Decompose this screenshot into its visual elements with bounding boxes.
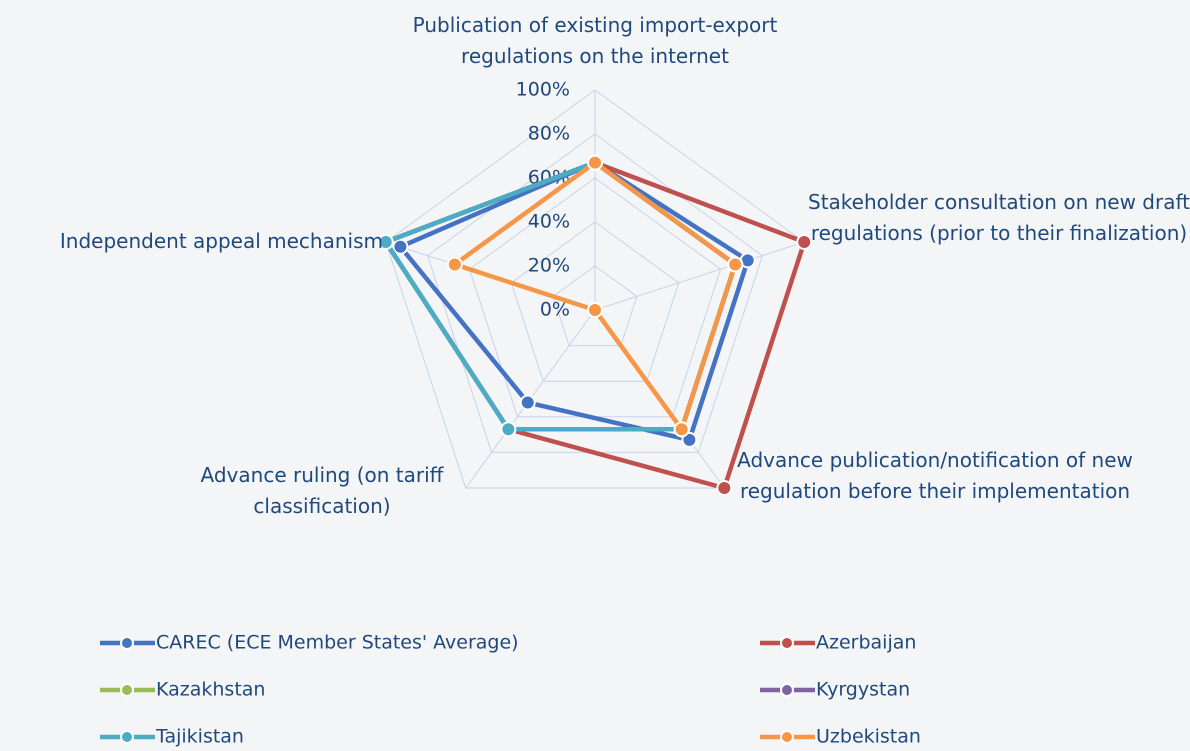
legend-label: Kazakhstan bbox=[156, 679, 265, 701]
series-line bbox=[452, 160, 738, 432]
axis-label: Independent appeal mechanism bbox=[59, 229, 383, 253]
data-point bbox=[446, 256, 463, 273]
data-point bbox=[500, 421, 517, 438]
legend-label: Kyrgystan bbox=[816, 679, 910, 701]
data-point bbox=[377, 234, 394, 251]
grid-line bbox=[510, 221, 680, 382]
data-point bbox=[519, 394, 536, 411]
grid-line bbox=[385, 89, 805, 489]
r-tick-label: 0% bbox=[540, 299, 570, 321]
data-point bbox=[796, 234, 813, 251]
legend-marker bbox=[780, 683, 794, 697]
data-point bbox=[392, 238, 409, 255]
data-point bbox=[673, 421, 690, 438]
r-tick-label: 80% bbox=[528, 123, 570, 145]
data-point bbox=[587, 302, 603, 318]
legend-label: Tajikistan bbox=[155, 726, 244, 748]
legend-label: Uzbekistan bbox=[816, 726, 921, 748]
legend-marker bbox=[780, 636, 794, 650]
legend-marker bbox=[780, 730, 794, 744]
legend-label: CAREC (ECE Member States' Average) bbox=[156, 632, 519, 654]
legend-marker bbox=[120, 683, 134, 697]
data-point bbox=[716, 479, 733, 496]
axis-label: Advance publication/notification of new … bbox=[737, 448, 1133, 503]
series-line bbox=[398, 160, 750, 443]
legend-marker bbox=[120, 730, 134, 744]
axis-label: Stakeholder consultation on new draft re… bbox=[808, 190, 1190, 245]
r-tick-label: 100% bbox=[516, 79, 570, 101]
data-point bbox=[587, 154, 603, 171]
grid-line bbox=[552, 265, 638, 347]
axis-label: Advance ruling (on tariff classification… bbox=[200, 463, 444, 518]
axis-label: Publication of existing import-export re… bbox=[412, 13, 778, 68]
r-tick-label: 20% bbox=[528, 255, 570, 277]
legend-label: Azerbaijan bbox=[816, 632, 916, 654]
data-point bbox=[681, 431, 698, 448]
legend-marker bbox=[120, 636, 134, 650]
axis-spoke bbox=[594, 241, 805, 311]
r-tick-label: 40% bbox=[528, 211, 570, 233]
data-point bbox=[727, 256, 744, 273]
